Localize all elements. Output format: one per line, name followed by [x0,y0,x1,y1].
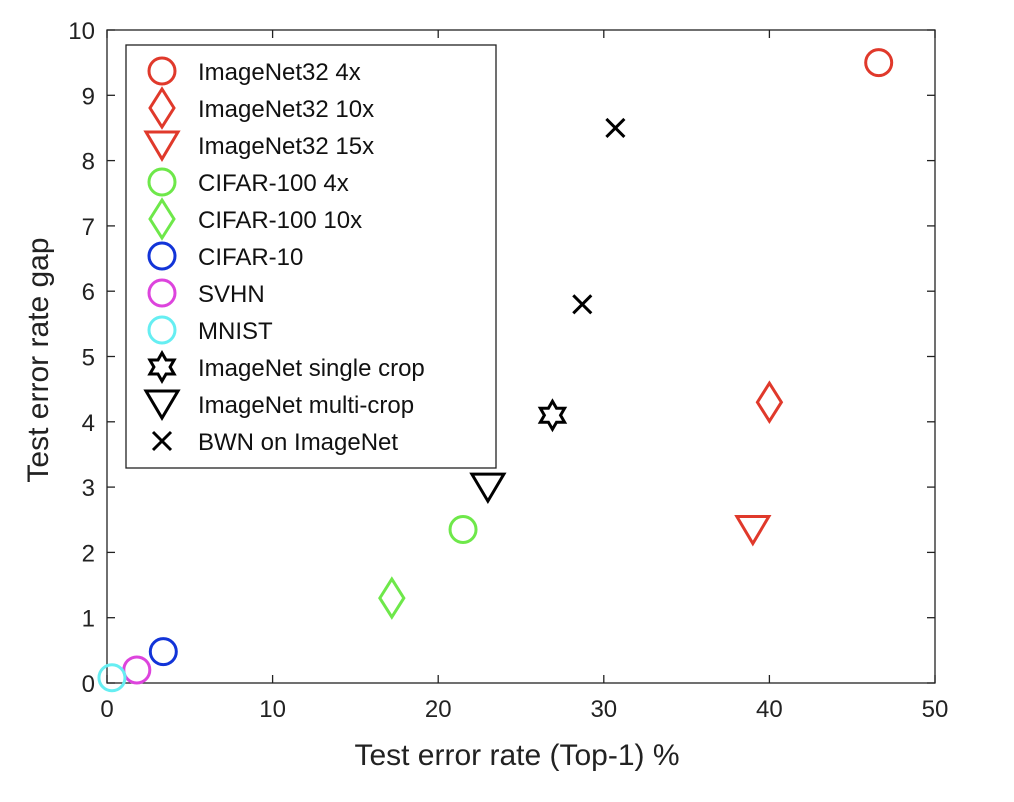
x-tick-label: 10 [259,696,286,723]
y-tick-label: 3 [82,475,95,502]
data-point [122,655,152,685]
legend-label: MNIST [198,318,273,345]
legend-marker [151,430,173,452]
x-tick-label: 50 [922,696,949,723]
legend-label: BWN on ImageNet [198,429,398,456]
legend-label: ImageNet multi-crop [198,392,414,419]
data-point [734,515,772,547]
y-tick-label: 1 [82,606,95,633]
legend-label: CIFAR-100 4x [198,170,349,197]
data-point [537,398,568,433]
data-point [448,515,478,545]
x-tick-label: 30 [590,696,617,723]
legend-marker [143,389,181,421]
legend-label: ImageNet32 15x [198,133,374,160]
x-tick-label: 20 [425,696,452,723]
legend-label: CIFAR-10 [198,244,303,271]
x-axis-title: Test error rate (Top-1) % [354,739,679,772]
y-tick-label: 9 [82,83,95,110]
legend-marker [147,349,177,385]
x-tick-label: 0 [100,696,113,723]
data-point [148,637,178,667]
legend-label: ImageNet32 4x [198,59,361,86]
data-point [469,472,507,505]
y-tick-label: 2 [82,540,95,567]
x-tick-label: 40 [756,696,783,723]
y-tick-label: 0 [82,671,95,698]
legend-marker [147,315,177,345]
legend-label: ImageNet32 10x [198,96,374,123]
data-point [97,663,127,693]
data-point [755,380,784,425]
data-point [572,294,593,315]
y-tick-label: 6 [82,279,95,306]
legend-marker [147,241,177,271]
data-points [97,48,894,693]
legend-marker [143,130,181,162]
y-tick-label: 4 [82,410,95,437]
y-tick-label: 10 [68,18,95,45]
y-tick-label: 7 [82,214,95,241]
legend-marker [147,56,177,86]
data-point [864,48,894,78]
axis-ticks: 0 10 20 30 40 50 0 1 2 3 4 5 6 7 8 9 10 [68,18,948,723]
legend-label: ImageNet single crop [198,355,425,382]
legend-label: SVHN [198,281,265,308]
legend-marker [148,86,176,130]
y-axis-title: Test error rate gap [22,237,55,482]
legend-marker [147,167,177,197]
legend-label: CIFAR-100 10x [198,207,362,234]
data-point [605,117,626,139]
legend-box [125,44,497,469]
y-tick-label: 5 [82,345,95,372]
legend-marker [148,197,176,241]
y-tick-label: 8 [82,149,95,176]
legend-marker [147,278,177,308]
data-point [378,576,406,620]
legend: ImageNet32 4x ImageNet32 10x ImageNet32 15… [125,44,497,469]
